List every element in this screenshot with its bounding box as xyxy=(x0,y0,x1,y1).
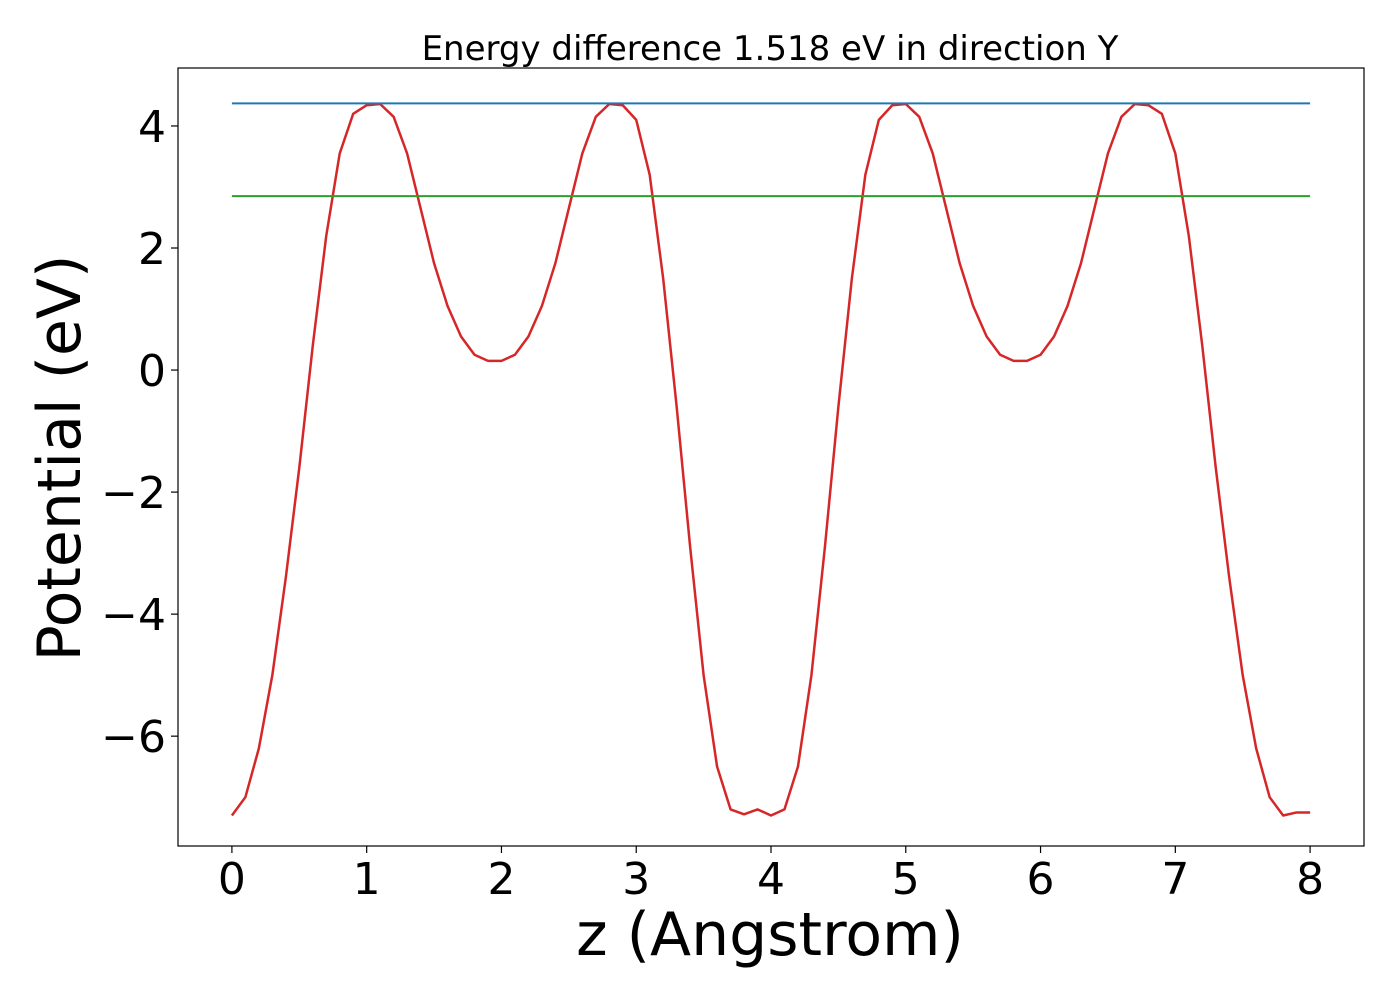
y-axis-ticks: −6 −4 −2 0 2 4 xyxy=(101,102,178,763)
x-tick-label: 7 xyxy=(1161,854,1189,905)
x-tick-label: 3 xyxy=(622,854,650,905)
y-tick-label: 2 xyxy=(138,224,166,275)
y-tick-label: −6 xyxy=(101,712,166,763)
x-tick-label: 1 xyxy=(353,854,381,905)
y-axis-label: Potential (eV) xyxy=(25,255,95,662)
chart-title: Energy difference 1.518 eV in direction … xyxy=(422,29,1119,69)
x-tick-label: 0 xyxy=(218,854,246,905)
x-tick-label: 6 xyxy=(1027,854,1055,905)
plot-area xyxy=(230,102,1311,817)
x-tick-label: 2 xyxy=(487,854,515,905)
y-tick-label: 4 xyxy=(138,102,166,153)
x-tick-label: 4 xyxy=(757,854,785,905)
y-tick-label: 0 xyxy=(138,346,166,397)
x-axis-ticks: 0 1 2 3 4 5 6 7 8 xyxy=(218,846,1324,905)
x-axis-label: z (Angstrom) xyxy=(576,900,964,970)
x-tick-label: 5 xyxy=(892,854,920,905)
x-tick-label: 8 xyxy=(1296,854,1324,905)
series-line-0 xyxy=(230,102,1311,817)
y-tick-label: −2 xyxy=(101,468,166,519)
y-tick-label: −4 xyxy=(101,590,166,641)
plot-frame xyxy=(177,67,1365,847)
